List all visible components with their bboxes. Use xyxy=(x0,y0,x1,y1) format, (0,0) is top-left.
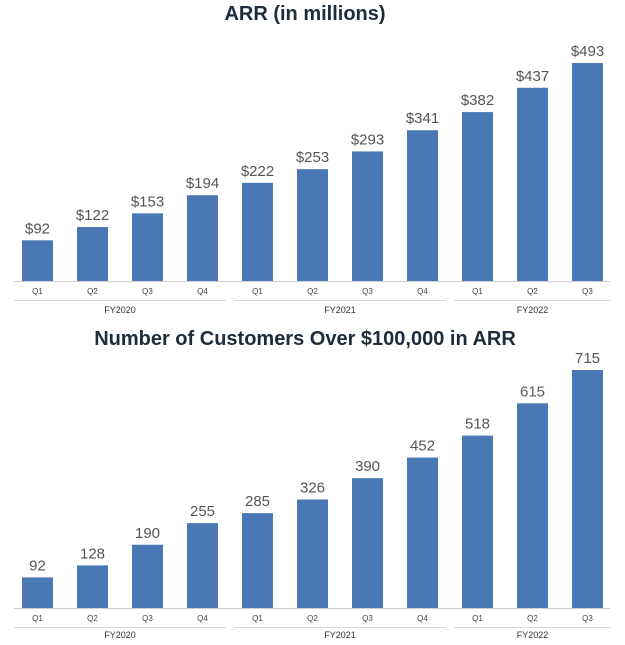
arr-data-label: $153 xyxy=(131,193,164,210)
customers-bar xyxy=(242,513,273,608)
arr-bar xyxy=(187,195,218,281)
customers-bar xyxy=(352,478,383,608)
arr-bar xyxy=(22,240,53,281)
arr-data-label: $382 xyxy=(461,92,494,109)
customers-x-tick-label: Q1 xyxy=(32,614,43,623)
customers-bar xyxy=(517,403,548,608)
arr-data-label: $92 xyxy=(25,220,50,237)
customers-bar xyxy=(22,577,53,608)
customers-bar xyxy=(77,565,108,608)
customers-data-label: 615 xyxy=(520,383,545,400)
arr-group-label: FY2020 xyxy=(104,305,136,315)
arr-bar xyxy=(352,151,383,281)
customers-group-label: FY2021 xyxy=(324,630,356,640)
arr-bar xyxy=(462,112,493,282)
customers-data-label: 326 xyxy=(300,479,325,496)
arr-x-tick-label: Q1 xyxy=(32,287,43,296)
arr-x-tick-label: Q3 xyxy=(362,287,373,296)
arr-bar xyxy=(517,87,548,281)
customers-data-label: 715 xyxy=(575,350,600,367)
customers-x-tick-label: Q1 xyxy=(472,614,483,623)
arr-bar xyxy=(407,130,438,281)
arr-bar xyxy=(77,227,108,281)
customers-x-tick-label: Q2 xyxy=(527,614,538,623)
arr-x-tick-label: Q1 xyxy=(252,287,263,296)
customers-x-tick-label: Q3 xyxy=(142,614,153,623)
customers-data-label: 390 xyxy=(355,458,380,475)
customers-group-label: FY2020 xyxy=(104,630,136,640)
customers-bar xyxy=(187,523,218,608)
arr-group-label: FY2021 xyxy=(324,305,356,315)
customers-bar xyxy=(132,544,163,608)
arr-data-label: $194 xyxy=(186,175,219,192)
customers-x-tick-label: Q4 xyxy=(417,614,428,623)
customers-group-label: FY2022 xyxy=(517,630,549,640)
customers-data-label: 255 xyxy=(190,503,215,520)
arr-data-label: $293 xyxy=(351,131,384,148)
arr-data-label: $437 xyxy=(516,68,549,85)
arr-data-label: $341 xyxy=(406,110,439,127)
customers-x-tick-label: Q3 xyxy=(362,614,373,623)
arr-group-label: FY2022 xyxy=(517,305,549,315)
arr-x-tick-label: Q2 xyxy=(87,287,98,296)
arr-bar xyxy=(132,213,163,281)
arr-x-tick-label: Q1 xyxy=(472,287,483,296)
customers-bar xyxy=(462,435,493,608)
customers-data-label: 518 xyxy=(465,416,490,433)
customers-bar xyxy=(297,499,328,608)
customers-data-label: 190 xyxy=(135,525,160,542)
customers-data-label: 452 xyxy=(410,438,435,455)
arr-x-tick-label: Q3 xyxy=(142,287,153,296)
arr-x-tick-label: Q3 xyxy=(582,287,593,296)
arr-data-label: $122 xyxy=(76,207,109,224)
customers-x-tick-label: Q3 xyxy=(582,614,593,623)
customers-data-label: 92 xyxy=(29,557,46,574)
arr-data-label: $222 xyxy=(241,163,274,180)
arr-x-tick-label: Q2 xyxy=(307,287,318,296)
customers-data-label: 285 xyxy=(245,493,270,510)
customers-x-tick-label: Q2 xyxy=(307,614,318,623)
customers-chart-title: Number of Customers Over $100,000 in ARR xyxy=(94,328,516,350)
arr-data-label: $493 xyxy=(571,43,604,60)
arr-bar-chart: $92 Q1 $122 Q2 $153 Q3 $194 Q4 $222 Q1 $253 Q2 $293 Q… xyxy=(14,43,611,315)
arr-x-tick-label: Q4 xyxy=(417,287,428,296)
customers-data-label: 128 xyxy=(80,545,105,562)
customers-bar xyxy=(407,457,438,608)
arr-x-tick-label: Q2 xyxy=(527,287,538,296)
customers-bar-chart: 92 Q1 128 Q2 190 Q3 255 Q4 285 Q1 326 Q2 390 Q3 452 Q4 5… xyxy=(14,350,611,640)
customers-x-tick-label: Q1 xyxy=(252,614,263,623)
arr-bar xyxy=(297,169,328,281)
customers-x-tick-label: Q4 xyxy=(197,614,208,623)
arr-x-tick-label: Q4 xyxy=(197,287,208,296)
arr-bar xyxy=(242,182,273,281)
customers-x-tick-label: Q2 xyxy=(87,614,98,623)
arr-bar xyxy=(572,63,603,281)
arr-data-label: $253 xyxy=(296,149,329,166)
arr-chart-title: ARR (in millions) xyxy=(224,3,385,25)
customers-bar xyxy=(572,370,603,608)
